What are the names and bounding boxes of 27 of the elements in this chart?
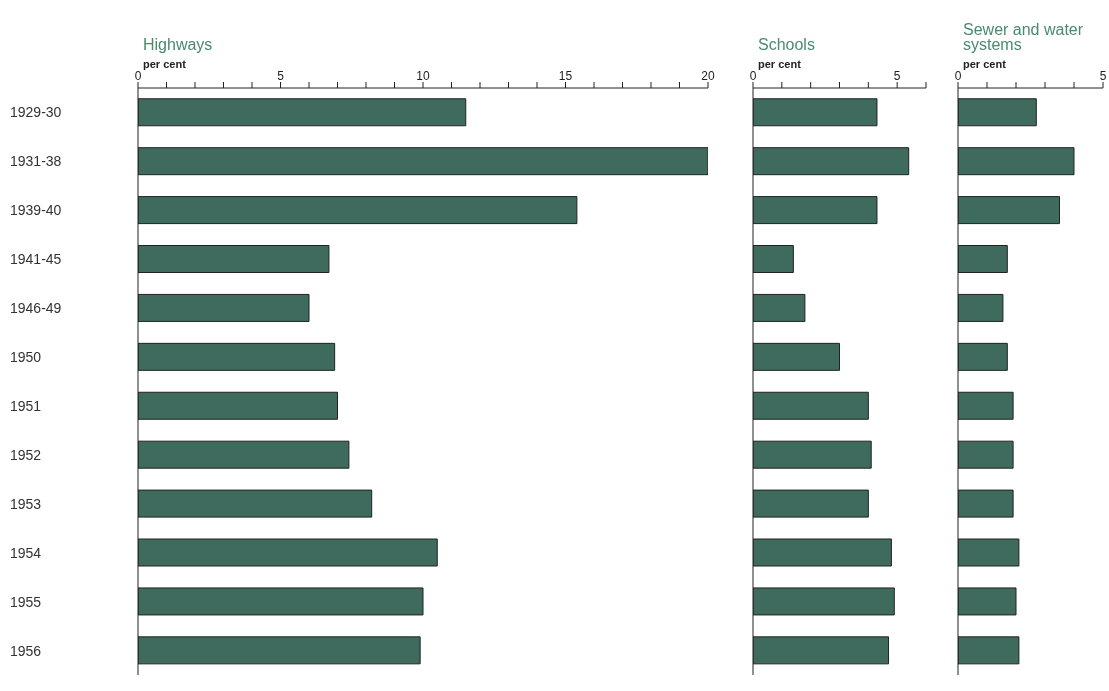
chart-title: Highways xyxy=(143,36,214,53)
chart-title: Sewer and water systems xyxy=(963,21,1085,53)
y-tick-label: 1946-49 xyxy=(10,300,62,317)
y-tick-label: 1953 xyxy=(10,495,42,512)
y-tick-label: 1931-38 xyxy=(10,153,62,170)
y-tick-label: 1950 xyxy=(10,349,42,366)
y-tick-label: 1941-45 xyxy=(10,251,62,268)
x-tick-label: 15 xyxy=(558,69,573,83)
x-tick-label: 5 xyxy=(277,69,285,83)
y-tick-label: 1952 xyxy=(10,446,42,463)
x-tick-label: 20 xyxy=(701,69,715,83)
chart-title: Schools xyxy=(758,36,816,53)
y-tick-label: 1929-30 xyxy=(10,104,62,121)
y-tick-label: 1951 xyxy=(10,397,42,414)
y-tick-label: 1954 xyxy=(10,544,42,561)
x-tick-label: 5 xyxy=(1099,69,1107,83)
x-tick-label: 0 xyxy=(749,69,757,83)
y-tick-label: 1955 xyxy=(10,593,42,610)
x-axis-title: per cent xyxy=(963,58,1006,70)
x-axis-title: per cent xyxy=(758,58,801,70)
x-tick-label: 10 xyxy=(416,69,430,83)
x-tick-label: 0 xyxy=(134,69,142,83)
y-tick-label: 1956 xyxy=(10,642,42,659)
x-tick-label: 0 xyxy=(954,69,962,83)
y-tick-label: 1939-40 xyxy=(10,202,62,219)
x-axis-title: per cent xyxy=(143,58,186,70)
x-tick-label: 5 xyxy=(893,69,901,83)
